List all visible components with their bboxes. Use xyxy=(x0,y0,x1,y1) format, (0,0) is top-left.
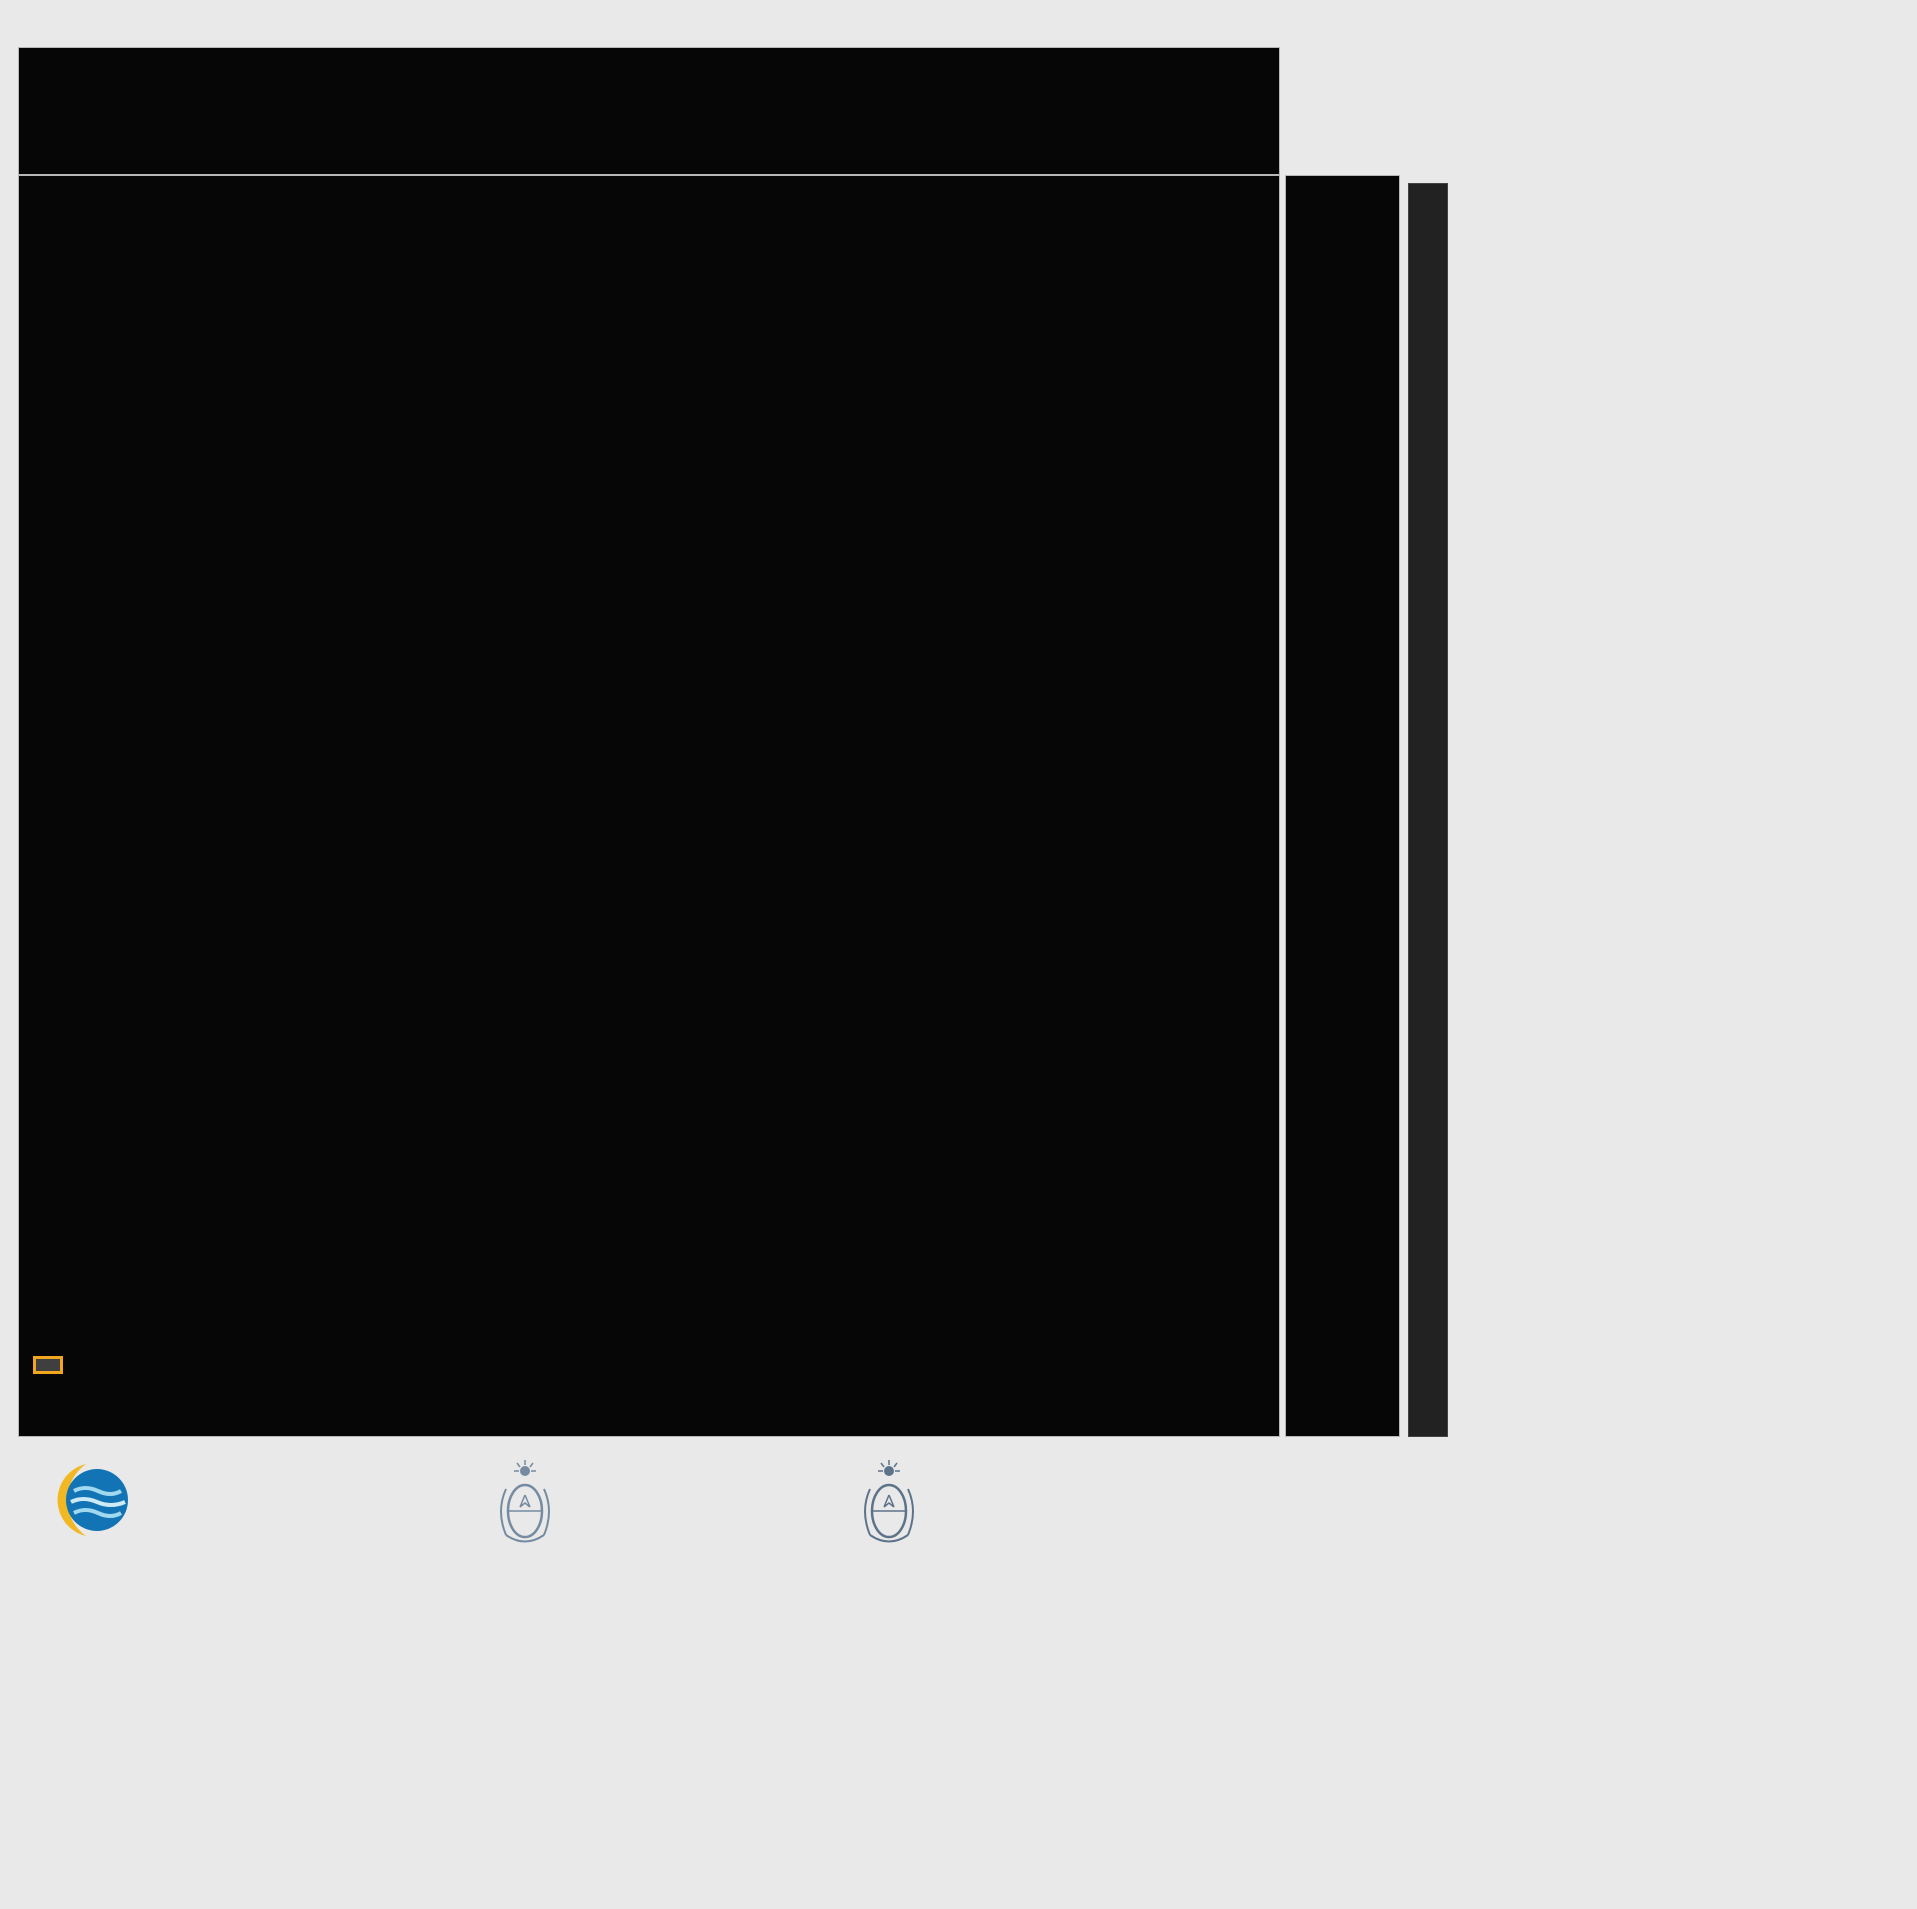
colorbar-tick-labels xyxy=(1458,183,1538,1437)
radar-ppi-panel xyxy=(18,175,1280,1437)
smn-logo-icon xyxy=(57,1464,128,1536)
smn-footer-block xyxy=(52,1460,148,1540)
top-cross-section-canvas xyxy=(19,48,1279,174)
coat-of-arms-icon xyxy=(500,1460,550,1543)
economia-footer-block xyxy=(862,1458,932,1552)
advisory-box[interactable] xyxy=(33,1356,63,1374)
top-cross-section-panel xyxy=(18,47,1280,175)
map-overlay xyxy=(19,176,1279,1436)
defensa-footer-block xyxy=(498,1458,568,1552)
coat-of-arms-icon xyxy=(864,1460,914,1543)
reflectivity-colorbar xyxy=(1408,183,1448,1437)
radar-ppi-canvas xyxy=(19,176,1279,1436)
right-cross-section-canvas xyxy=(1286,176,1399,1436)
right-cross-section-panel xyxy=(1285,175,1400,1437)
